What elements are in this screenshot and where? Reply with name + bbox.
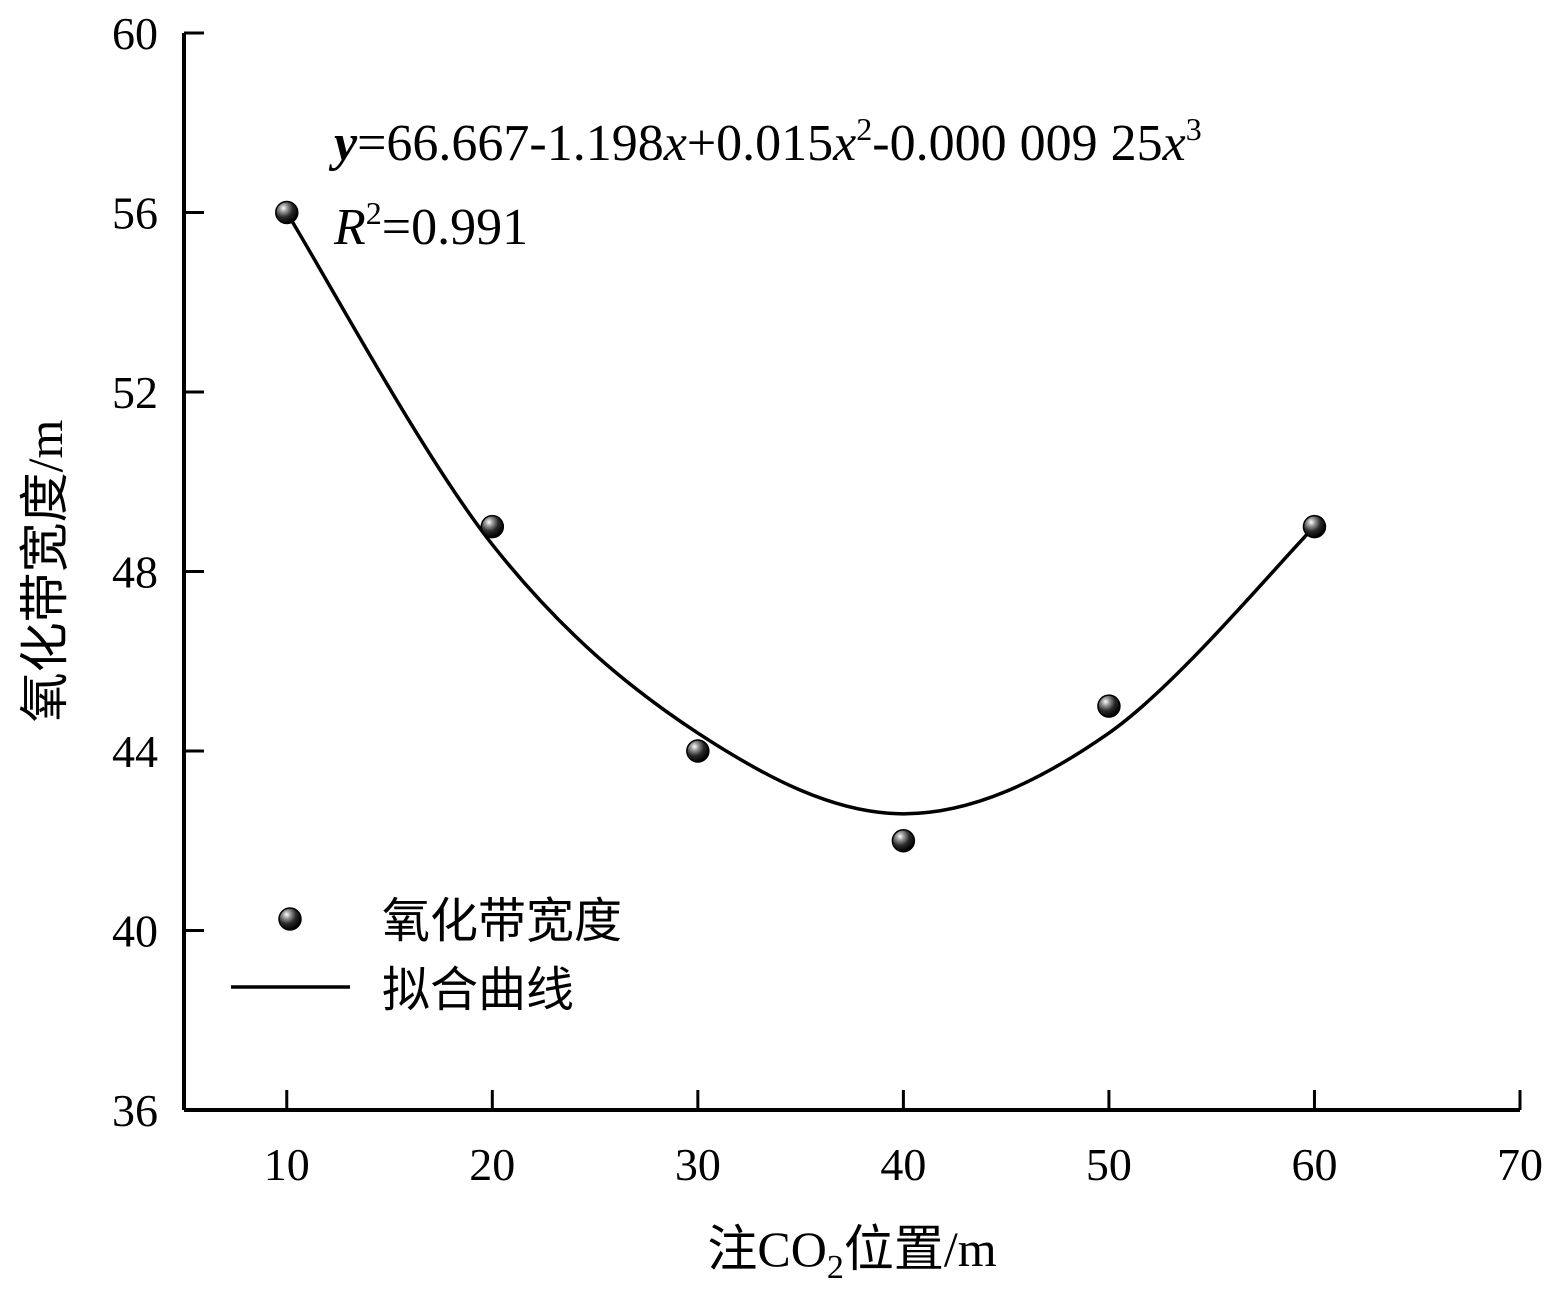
y-tick-label: 40 xyxy=(112,906,158,957)
legend-label-line: 拟合曲线 xyxy=(382,964,574,1017)
eq-part3: -0.000 009 25 xyxy=(872,115,1162,172)
scatter-points xyxy=(275,200,1327,853)
x-tick-label: 70 xyxy=(1497,1139,1543,1190)
eq-sup2: 2 xyxy=(856,111,872,147)
x-tick-label: 40 xyxy=(880,1139,926,1190)
y-tick-label: 60 xyxy=(112,8,158,59)
eq-part2: +0.015 xyxy=(687,115,833,172)
x-tick-label: 50 xyxy=(1086,1139,1132,1190)
fit-curve-line xyxy=(285,211,1316,816)
x-axis-title-subscript: 2 xyxy=(827,1249,844,1286)
r2-value: =0.991 xyxy=(382,199,528,256)
r2-R: R xyxy=(333,199,366,256)
x-axis-title-suffix: 位置/m xyxy=(844,1221,997,1277)
legend-marker-points xyxy=(278,907,302,931)
r2-sup: 2 xyxy=(366,195,382,231)
y-tick-label: 36 xyxy=(112,1085,158,1136)
r2-annotation: R2=0.991 xyxy=(333,195,528,256)
x-ticks: 10 20 30 40 50 60 70 xyxy=(264,1090,1543,1190)
data-point xyxy=(1302,514,1327,539)
equation-annotation: y=66.667-1.198x+0.015x2-0.000 009 25x3 xyxy=(328,111,1202,172)
x-tick-label: 20 xyxy=(469,1139,515,1190)
axes xyxy=(182,33,1520,1112)
eq-part1: =66.667-1.198 xyxy=(357,115,664,172)
eq-x3: x xyxy=(1162,115,1186,172)
y-tick-label: 56 xyxy=(112,188,158,239)
data-point xyxy=(686,739,710,763)
eq-y: y xyxy=(328,115,358,172)
eq-x1: x xyxy=(663,115,687,172)
data-point xyxy=(891,829,916,853)
legend-label-points: 氧化带宽度 xyxy=(382,895,622,948)
x-axis-title-prefix: 注CO xyxy=(707,1221,826,1277)
x-tick-label: 30 xyxy=(675,1139,721,1190)
eq-sup3: 3 xyxy=(1186,111,1202,147)
y-tick-label: 48 xyxy=(112,547,158,598)
data-point xyxy=(480,514,505,539)
x-axis-title: 注CO2位置/m xyxy=(707,1221,996,1286)
y-tick-label: 44 xyxy=(112,726,158,777)
legend: 氧化带宽度 拟合曲线 xyxy=(231,895,622,1017)
eq-x2: x xyxy=(832,115,856,172)
x-tick-label: 60 xyxy=(1291,1139,1337,1190)
data-point xyxy=(275,200,299,225)
data-point xyxy=(1097,694,1121,718)
y-axis-title: 氧化带宽度/m xyxy=(17,420,73,723)
y-ticks: 36 40 44 48 52 56 60 xyxy=(112,8,204,1136)
y-tick-label: 52 xyxy=(112,367,158,418)
x-tick-label: 10 xyxy=(264,1139,310,1190)
